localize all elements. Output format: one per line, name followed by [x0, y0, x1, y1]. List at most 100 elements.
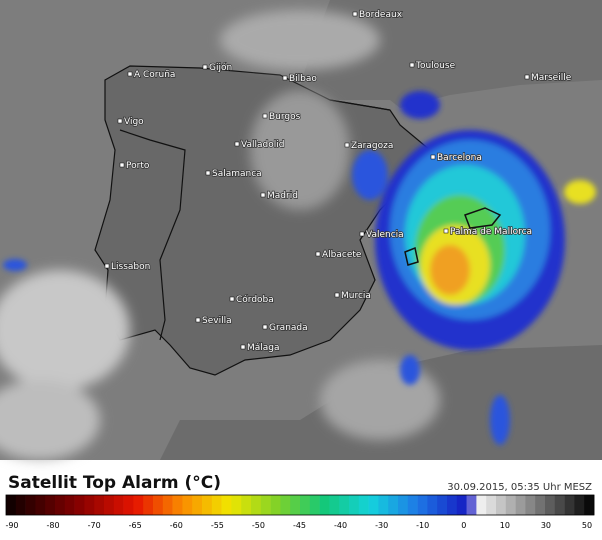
colorbar-segment — [113, 495, 124, 515]
city-dot — [127, 71, 133, 77]
tick-label: -55 — [211, 521, 224, 530]
colorbar-segment — [417, 495, 428, 515]
colorbar-segment — [104, 495, 115, 515]
colorbar-segment — [427, 495, 438, 515]
city-label: Bordeaux — [359, 10, 403, 20]
city-label: Córdoba — [236, 294, 274, 305]
colorbar-segment — [407, 495, 418, 515]
city-dot — [119, 162, 125, 168]
tick-label: -10 — [416, 521, 429, 530]
colorbar-segment — [368, 495, 379, 515]
colorbar-segment — [192, 495, 203, 515]
colorbar-segment — [358, 495, 369, 515]
city-dot — [282, 75, 288, 81]
tick-label: -90 — [5, 521, 18, 530]
city-label: Valencia — [366, 230, 404, 240]
city-dot — [352, 11, 358, 17]
city-dot — [334, 292, 340, 298]
colorbar-ticks: -90 -80 -70 -65 -60 -55 -50 -45 -40 -30 -10 0 10 30 50 — [5, 521, 592, 530]
cities: Bordeaux Toulouse Marseille A Coruña Gijón Bi… — [104, 9, 572, 354]
colorbar — [5, 494, 595, 516]
colorbar-segment — [319, 495, 330, 515]
city-dot — [260, 192, 266, 198]
city-label: Vigo — [124, 117, 144, 127]
colorbar-segment — [515, 495, 526, 515]
tick-label: 0 — [461, 521, 466, 530]
colorbar-segment — [143, 495, 154, 515]
colorbar-segment — [554, 495, 565, 515]
colorbar-segment — [496, 495, 507, 515]
city-label: Toulouse — [415, 61, 456, 71]
city-dot — [202, 64, 208, 70]
city-dot — [430, 154, 436, 160]
city-dot — [195, 317, 201, 323]
tick-label: -80 — [47, 521, 60, 530]
colorbar-segment — [25, 495, 36, 515]
city-label: Albacete — [322, 250, 362, 260]
ibiza — [404, 246, 419, 266]
tick-label: -30 — [375, 521, 388, 530]
city-dot — [359, 231, 365, 237]
colorbar-segment — [525, 495, 536, 515]
city-label: Valladolid — [241, 140, 284, 150]
colorbar-segment — [300, 495, 311, 515]
city-dot — [234, 141, 240, 147]
colorbar-segment — [251, 495, 262, 515]
legend: Satellit Top Alarm (°C) 30.09.2015, 05:3… — [5, 473, 595, 530]
colorbar-segment — [564, 495, 575, 515]
colorbar-segment — [339, 495, 350, 515]
tick-label: -65 — [129, 521, 142, 530]
city-label: Burgos — [269, 112, 301, 122]
legend-title: Satellit Top Alarm (°C) — [8, 473, 221, 493]
city-dot — [229, 296, 235, 302]
colorbar-segment — [84, 495, 95, 515]
satellite-map: Bordeaux Toulouse Marseille A Coruña Gijón Bi… — [0, 0, 602, 460]
city-dot — [409, 62, 415, 68]
city-label: Sevilla — [202, 316, 232, 326]
tick-label: -45 — [293, 521, 306, 530]
city-dot — [117, 118, 123, 124]
colorbar-segment — [221, 495, 232, 515]
city-dot — [104, 263, 110, 269]
colorbar-segment — [45, 495, 56, 515]
colorbar-segment — [574, 495, 585, 515]
colorbar-segment — [153, 495, 164, 515]
city-label: Málaga — [247, 343, 280, 353]
border — [329, 99, 391, 111]
colorbar-segment — [74, 495, 85, 515]
colorbar-segment — [280, 495, 291, 515]
city-dot — [262, 324, 268, 330]
city-dot — [240, 344, 246, 350]
colorbar-segment — [182, 495, 193, 515]
colorbar-segment — [15, 495, 26, 515]
colorbar-segment — [476, 495, 487, 515]
city-label: Madrid — [267, 191, 298, 201]
colorbar-segment — [456, 495, 467, 515]
colorbar-segment — [162, 495, 173, 515]
colorbar-segment — [241, 495, 252, 515]
colorbar-segment — [172, 495, 183, 515]
city-dot — [262, 113, 268, 119]
city-label: Murcia — [341, 291, 371, 301]
tick-label: -50 — [252, 521, 265, 530]
tick-label: 30 — [541, 521, 551, 530]
city-label: A Coruña — [134, 70, 175, 80]
timestamp: 30.09.2015, 05:35 Uhr MESZ — [447, 482, 592, 493]
colorbar-segment — [309, 495, 320, 515]
colorbar-segment — [398, 495, 409, 515]
colorbar-segment — [545, 495, 556, 515]
colorbar-segment — [486, 495, 497, 515]
tick-label: -70 — [88, 521, 101, 530]
city-label: Zaragoza — [351, 141, 393, 151]
mallorca — [464, 207, 502, 229]
colorbar-segment — [231, 495, 242, 515]
tick-label: 50 — [582, 521, 592, 530]
city-dot — [205, 170, 211, 176]
colorbar-segment — [6, 495, 17, 515]
city-label: Marseille — [531, 73, 572, 83]
city-dot — [524, 74, 530, 80]
city-label: Palma de Mallorca — [450, 227, 532, 237]
colorbar-segment — [329, 495, 340, 515]
tick-label: -40 — [334, 521, 347, 530]
